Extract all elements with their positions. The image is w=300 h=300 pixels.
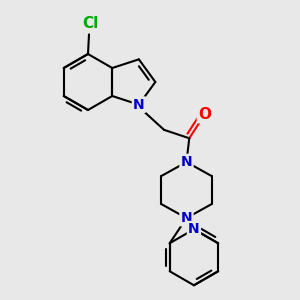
Text: Cl: Cl (82, 16, 98, 31)
Text: N: N (133, 98, 145, 112)
Text: N: N (188, 222, 200, 236)
Text: N: N (181, 211, 192, 225)
Text: N: N (181, 155, 192, 169)
Text: O: O (198, 107, 211, 122)
